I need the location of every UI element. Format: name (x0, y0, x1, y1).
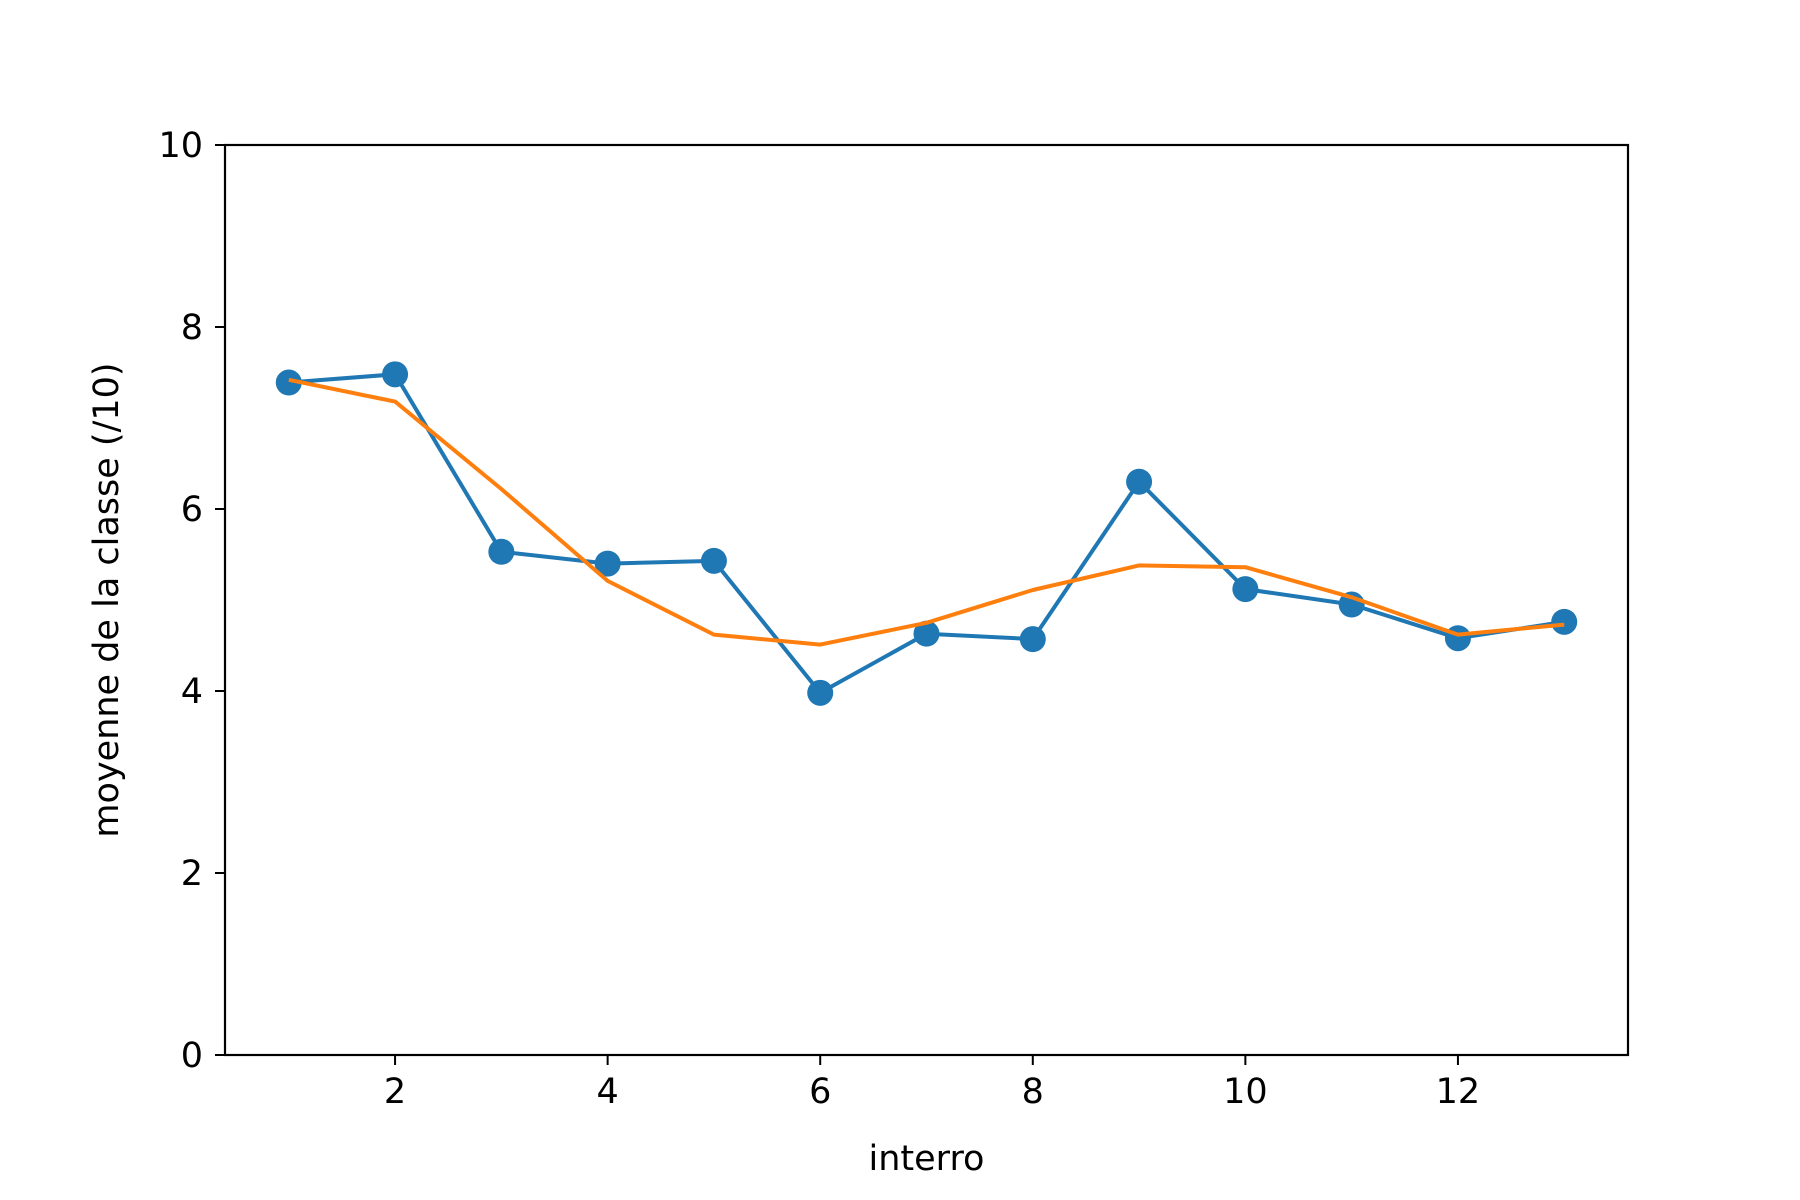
series-1-point (1232, 576, 1259, 603)
series-2-line (288, 377, 1565, 647)
y-axis-ticks: 0 2 4 6 8 10 (158, 126, 225, 1076)
series-1-point (913, 620, 940, 647)
series-1-point (1126, 468, 1153, 495)
series-layer (275, 361, 1578, 706)
series-1-point (1019, 626, 1046, 653)
series-1-point (1444, 625, 1471, 652)
y-tick-label: 2 (181, 854, 203, 894)
series-1-point (594, 550, 621, 577)
y-tick-label: 6 (181, 490, 203, 530)
y-tick-label: 4 (181, 672, 203, 712)
x-axis-label: interro (869, 1139, 985, 1179)
series-1-point (275, 369, 302, 396)
x-tick-label: 4 (596, 1072, 618, 1112)
series-1-point (488, 538, 515, 565)
x-tick-label: 10 (1223, 1072, 1268, 1112)
y-tick-label: 0 (181, 1036, 203, 1076)
plot-frame (223, 143, 1630, 1057)
series-1-point (700, 547, 727, 574)
x-axis-ticks: 2 4 6 8 10 12 (384, 1055, 1480, 1112)
series-1-point (807, 679, 834, 706)
x-tick-label: 6 (809, 1072, 831, 1112)
x-tick-label: 2 (384, 1072, 406, 1112)
x-tick-label: 8 (1022, 1072, 1044, 1112)
y-tick-label: 8 (181, 308, 203, 348)
y-axis-label: moyenne de la classe (/10) (87, 362, 127, 837)
series-1-point (1551, 608, 1578, 635)
x-tick-label: 12 (1436, 1072, 1481, 1112)
series-1-point (382, 361, 409, 388)
y-tick-label: 10 (158, 126, 203, 166)
